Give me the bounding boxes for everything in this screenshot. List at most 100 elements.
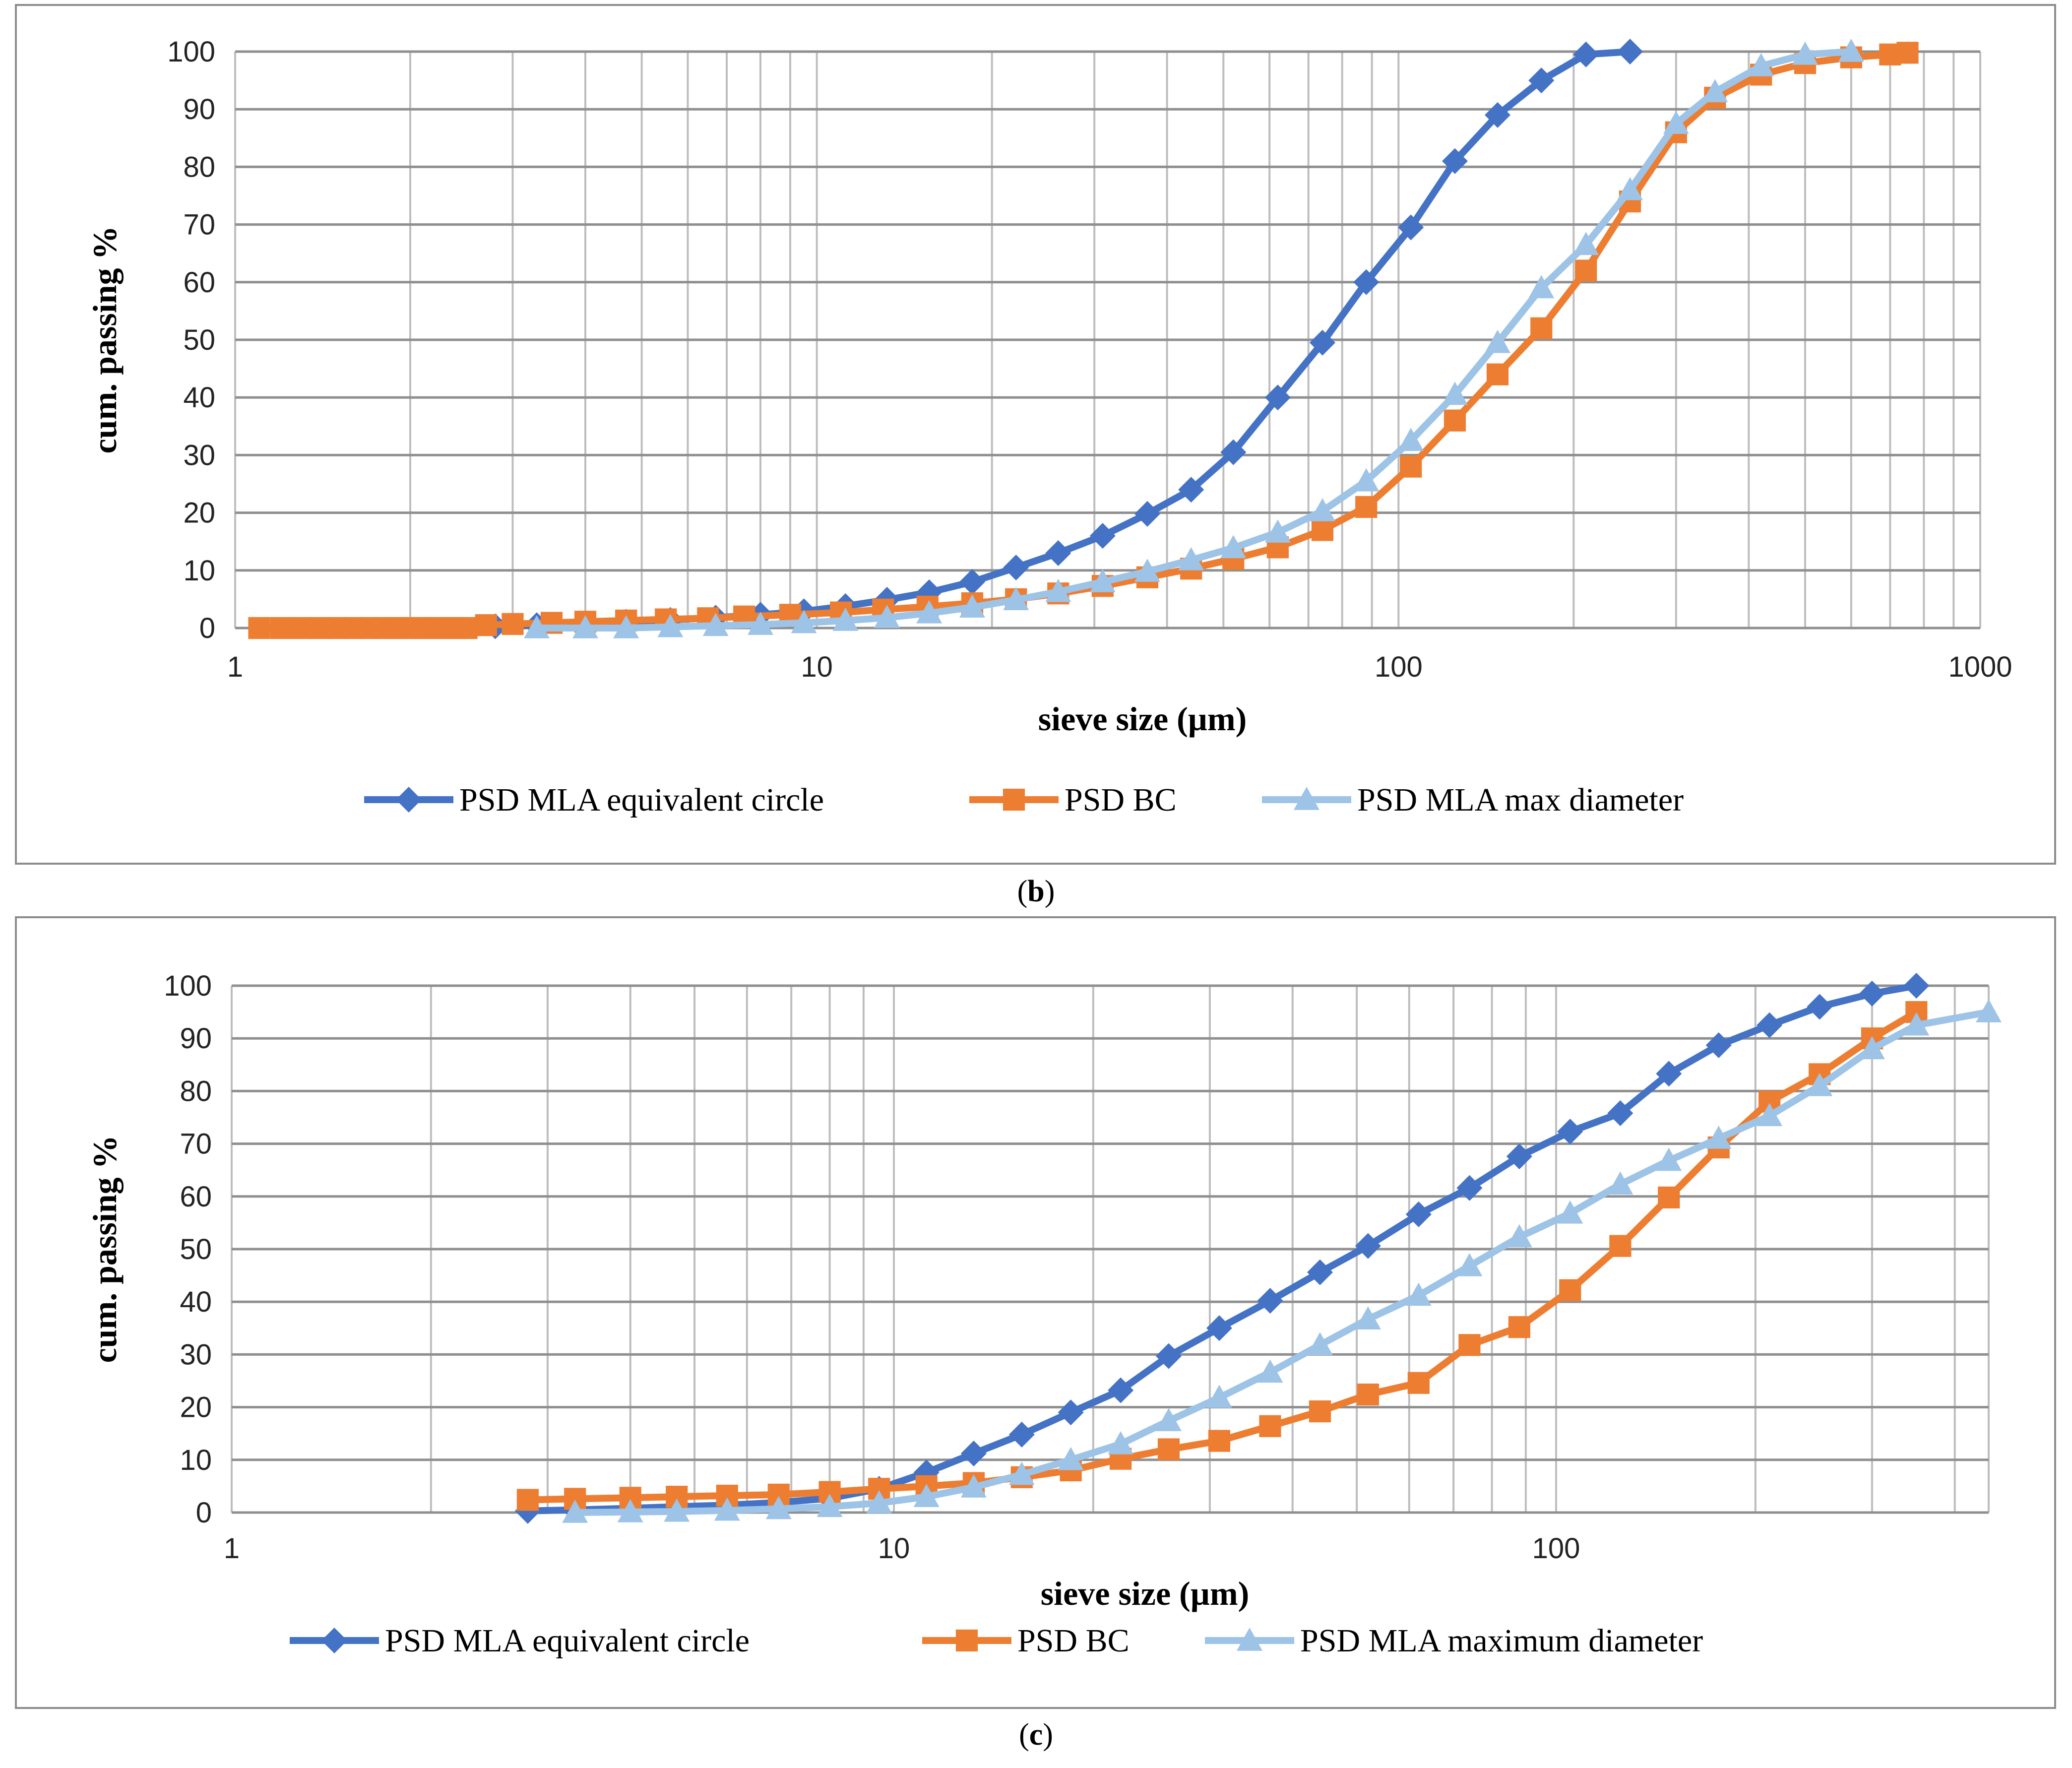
chart-c-series-1-point [1407,1372,1430,1394]
caption-b: (b) [1017,875,1055,908]
chart-c-xlabel: sieve size (µm) [1041,1575,1250,1612]
chart-b-series-2-point [524,615,550,638]
chart-c-series-1-point [1157,1438,1180,1460]
chart-b-ytick-label: 70 [183,209,215,241]
chart-c-ylabel: cum. passing % [86,1135,124,1363]
chart-c-series-0-point [913,1459,940,1486]
chart-b-series-2-point [572,615,599,638]
chart-c-ytick-label: 10 [180,1444,212,1476]
chart-c-legend-marker-1 [955,1629,978,1652]
chart-b-series-2-point [1484,329,1510,353]
chart-b-series-2-point [657,614,684,637]
chart-b-series-1-point [475,614,497,636]
chart-c-series-0-point [1355,1233,1381,1259]
chart-c-series-2-point [816,1494,843,1517]
chart-b-series-2-point [1220,535,1247,559]
chart-b-series-2-point [1442,381,1468,405]
chart-b-series-1-point [1575,259,1597,282]
chart-c-ytick-label: 60 [180,1181,212,1213]
chart-b-series-0-point [1220,439,1247,465]
chart-c-series-1-point [1309,1400,1331,1423]
chart-c-series-0-point [1058,1399,1084,1426]
chart-c-series-1-point [1259,1415,1281,1437]
chart-c-series-1-point [1609,1235,1632,1257]
chart-c-series-0-point [1903,973,1930,999]
chart-c-series-2-point [1506,1224,1532,1248]
chart-c-series-0-point [1607,1100,1633,1127]
chart-c-ytick-label: 70 [180,1128,212,1160]
chart-c-series-1-point [1559,1279,1581,1301]
chart-b-series-0-point [1134,501,1160,527]
chart-b-series-2-point [1134,559,1160,582]
chart-b-series-2-point [1353,468,1380,492]
chart-c-legend-marker-2 [1237,1628,1262,1651]
chart-c-series-0-point [1008,1421,1035,1448]
chart-b-series-2-point [748,612,774,635]
chart-b-xlabel: sieve size (µm) [1038,700,1247,738]
chart-b-series-1-point [1311,519,1334,541]
chart-b-series-1-point [1400,455,1422,478]
chart-c-series-2-point [1807,1073,1833,1096]
chart-b-ytick-label: 50 [183,324,215,356]
chart-c-series-0-point [1206,1315,1232,1341]
chart-c-series-2-point [1008,1461,1035,1485]
chart-c-series-2-point [1607,1171,1633,1195]
chart-c-series-1-point [1658,1186,1680,1209]
chart-b-ytick-label: 100 [167,36,215,68]
chart-c-series-2-point [960,1474,987,1498]
chart-c-series-2-point [1355,1306,1381,1330]
chart-c-series-2-point [664,1498,690,1522]
chart-c-series-0-point [1807,994,1833,1020]
chart-c-series-0-point [960,1441,987,1467]
chart-c-ytick-label: 0 [196,1497,212,1529]
chart-b-series-2-point [1573,232,1599,255]
caption-c-letter: c [1029,1718,1043,1752]
chart-b-series-1-point [1530,317,1553,339]
chart-panel-b: 0 10 20 30 40 50 60 70 80 90 100 1 10 100 1000 cum. pas… [15,4,2056,865]
chart-c-series-2-point [1257,1359,1283,1383]
chart-c-series-2-point [1557,1200,1583,1224]
chart-b-ytick-label: 90 [183,93,215,126]
chart-b-series-1-point [1486,363,1509,385]
chart-b-series-0-point [1309,329,1335,356]
chart-c-series-2-point [1206,1385,1232,1408]
chart-b-series-2-point [832,607,859,631]
chart-c-ytick-label: 100 [164,970,212,1002]
chart-b-series-0-point [1264,384,1291,411]
chart-c-series-2-point [1058,1447,1084,1470]
chart-b-legend: PSD MLA equivalent circle PSD BC PSD MLA m… [364,782,1684,818]
chart-c-ytick-label: 30 [180,1338,212,1371]
chart-b-series-2-point [916,600,942,624]
chart-c-xtick-label: 100 [1532,1532,1580,1565]
chart-c-series-2-point [1656,1147,1682,1171]
chart-b-series-0-point [1617,39,1643,64]
chart-c-series-2-point [1705,1125,1732,1149]
chart-c-series-2-point [1155,1408,1182,1432]
chart-c-ytick-label: 40 [180,1286,212,1318]
chart-c-series-2 [562,999,2002,1523]
chart-b-series-0-point [1573,41,1599,67]
chart-b-series-0-point [1045,540,1071,566]
chart-c-series-0-point [1405,1201,1432,1227]
chart-b-legend-marker-0 [396,787,422,813]
chart-c-series-2-point [1757,1103,1783,1127]
chart-b-series-2-point [1398,428,1424,451]
chart-b-ytick-label: 20 [183,497,215,529]
chart-c-series-0-point [1557,1119,1583,1145]
chart-c-series-2-point [617,1499,643,1522]
chart-b-series-1-point [1444,409,1466,432]
chart-c-series-1-point [1208,1430,1231,1452]
chart-b-series-0-point [1089,523,1116,549]
chart-b-series-0-point [1484,102,1510,128]
chart-c-legend-label-1: PSD BC [1017,1623,1130,1659]
chart-c-ytick-label: 20 [180,1391,212,1424]
chart-b-series-0-point [1528,67,1555,94]
chart-c-series-0-point [1757,1012,1783,1038]
chart-b-series-2-point [613,615,639,638]
chart-b-series-1-point [502,613,524,635]
chart-b-series-2-point [1702,79,1728,103]
chart-b-legend-label-1: PSD BC [1065,782,1177,818]
chart-b-series-2-point [1309,498,1335,521]
chart-b-ytick-label: 80 [183,151,215,183]
